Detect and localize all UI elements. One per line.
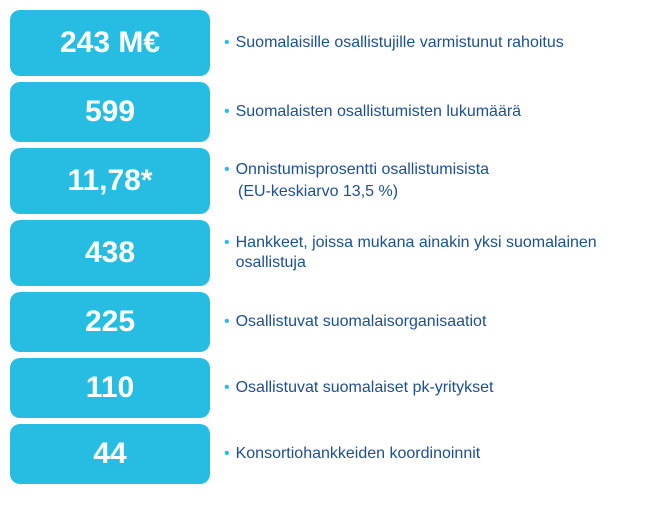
stat-value-box: 44 [10, 424, 210, 484]
stat-row: 599 • Suomalaisten osallistumisten lukumää… [10, 82, 648, 142]
bullet-icon: • [224, 160, 230, 180]
stat-description-line: • Konsortiohankkeiden koordinoinnit [224, 444, 648, 464]
stat-row: 110 • Osallistuvat suomalaiset pk-yritykse… [10, 358, 648, 418]
stat-value-box: 243 M€ [10, 10, 210, 76]
stat-description: • Suomalaisten osallistumisten lukumäärä [224, 82, 648, 142]
stat-row: 243 M€ • Suomalaisille osallistujille varm… [10, 10, 648, 76]
stat-description-line: • Onnistumisprosentti osallistumisista [224, 160, 648, 180]
stat-row: 11,78* • Onnistumisprosentti osallistumisi… [10, 148, 648, 214]
bullet-icon: • [224, 444, 230, 464]
stat-row: 438 • Hankkeet, joissa mukana ainakin yksi… [10, 220, 648, 286]
stat-description-text: Suomalaisten osallistumisten lukumäärä [236, 102, 648, 122]
stat-description-text: Konsortiohankkeiden koordinoinnit [236, 444, 648, 464]
stat-value-box: 110 [10, 358, 210, 418]
bullet-icon: • [224, 378, 230, 398]
stat-description: • Hankkeet, joissa mukana ainakin yksi su… [224, 220, 648, 286]
stat-description: • Konsortiohankkeiden koordinoinnit [224, 424, 648, 484]
stat-description: • Suomalaisille osallistujille varmistunu… [224, 10, 648, 76]
stat-description-text: Hankkeet, joissa mukana ainakin yksi suo… [236, 233, 648, 273]
bullet-icon: • [224, 102, 230, 122]
bullet-icon: • [224, 233, 230, 253]
stat-description-sub: (EU-keskiarvo 13,5 %) [224, 182, 648, 202]
stat-description: • Onnistumisprosentti osallistumisista(EU… [224, 148, 648, 214]
stat-value-box: 599 [10, 82, 210, 142]
stat-description-line: • Hankkeet, joissa mukana ainakin yksi su… [224, 233, 648, 273]
stat-description-text: Suomalaisille osallistujille varmistunut… [236, 33, 648, 53]
bullet-icon: • [224, 33, 230, 53]
stat-row: 44 • Konsortiohankkeiden koordinoinnit [10, 424, 648, 484]
stat-description-text: Osallistuvat suomalaiset pk-yritykset [236, 378, 648, 398]
stat-value-box: 225 [10, 292, 210, 352]
stat-row: 225 • Osallistuvat suomalaisorganisaatiot [10, 292, 648, 352]
stat-list: 243 M€ • Suomalaisille osallistujille varm… [10, 10, 648, 484]
stat-description: • Osallistuvat suomalaisorganisaatiot [224, 292, 648, 352]
stat-description-line: • Suomalaisten osallistumisten lukumäärä [224, 102, 648, 122]
stat-value-box: 438 [10, 220, 210, 286]
stat-description-text: Onnistumisprosentti osallistumisista [236, 160, 648, 180]
stat-description-line: • Osallistuvat suomalaiset pk-yritykset [224, 378, 648, 398]
stat-description-line: • Suomalaisille osallistujille varmistunu… [224, 33, 648, 53]
stat-value-box: 11,78* [10, 148, 210, 214]
stat-description: • Osallistuvat suomalaiset pk-yritykset [224, 358, 648, 418]
bullet-icon: • [224, 312, 230, 332]
stat-description-line: • Osallistuvat suomalaisorganisaatiot [224, 312, 648, 332]
stat-description-text: Osallistuvat suomalaisorganisaatiot [236, 312, 648, 332]
